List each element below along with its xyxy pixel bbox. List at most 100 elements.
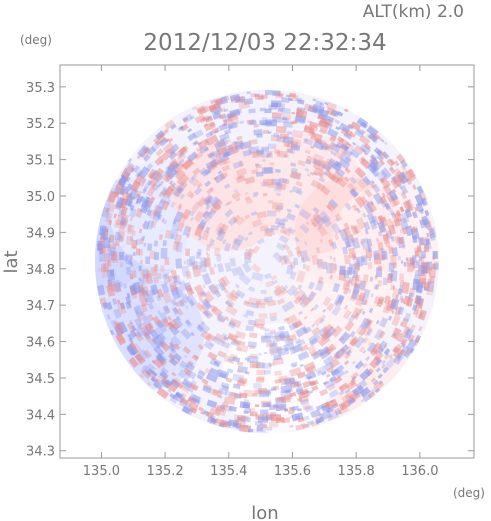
- speckle-cell: [156, 272, 162, 280]
- speckle-cell: [260, 335, 272, 343]
- speckle-cell: [395, 209, 402, 217]
- speckle-cell: [185, 270, 192, 280]
- speckle-cell: [398, 236, 404, 245]
- speckle-cell: [408, 287, 416, 297]
- speckle-cell: [141, 368, 152, 380]
- speckle-cell: [348, 314, 356, 323]
- speckle-cell: [113, 187, 121, 196]
- speckle-cell: [98, 267, 101, 272]
- speckle-cell: [222, 332, 228, 338]
- speckle-cell: [385, 356, 397, 369]
- speckle-cell: [345, 349, 352, 356]
- speckle-cell: [244, 357, 251, 361]
- speckle-cell: [248, 108, 256, 114]
- speckle-cell: [228, 292, 239, 302]
- speckle-cell: [426, 280, 435, 293]
- speckle-cell: [179, 360, 190, 371]
- speckle-cell: [304, 376, 309, 380]
- speckle-cell: [168, 182, 175, 189]
- speckle-cell: [251, 218, 263, 228]
- speckle-cell: [218, 113, 227, 120]
- y-unit-label: (deg): [20, 33, 52, 47]
- speckle-cell: [362, 239, 366, 244]
- speckle-cell: [351, 290, 359, 299]
- speckle-cell: [391, 247, 398, 257]
- speckle-cell: [209, 130, 214, 135]
- speckle-cell: [258, 388, 267, 394]
- speckle-cell: [162, 239, 167, 247]
- speckle-cell: [419, 218, 427, 229]
- speckle-cell: [115, 321, 124, 332]
- y-tick-label: 34.7: [26, 299, 55, 314]
- speckle-cell: [414, 295, 422, 305]
- speckle-cell: [379, 159, 386, 166]
- speckle-cell: [134, 193, 141, 201]
- speckle-cell: [334, 167, 346, 178]
- speckle-cell: [191, 394, 201, 403]
- speckle-cell: [120, 206, 128, 217]
- speckle-cell: [128, 188, 139, 200]
- speckle-cell: [235, 197, 241, 202]
- speckle-cell: [352, 141, 357, 146]
- speckle-cell: [283, 142, 290, 148]
- speckle-cell: [260, 409, 269, 415]
- speckle-cell: [141, 235, 146, 241]
- speckle-cell: [119, 234, 123, 239]
- speckle-cell: [194, 227, 202, 238]
- speckle-cell: [251, 150, 263, 159]
- speckle-cell: [296, 270, 306, 283]
- speckle-cell: [225, 298, 235, 308]
- speckle-cell: [315, 365, 328, 377]
- speckle-cell: [379, 195, 388, 205]
- y-tick-label: 34.3: [26, 445, 55, 460]
- speckle-cell: [146, 186, 156, 198]
- field-region: [333, 359, 439, 434]
- speckle-cell: [307, 281, 315, 290]
- speckle-cell: [309, 121, 319, 129]
- speckle-cell: [279, 226, 292, 237]
- speckle-cell: [194, 223, 205, 237]
- speckle-cell: [288, 321, 299, 331]
- speckle-cell: [270, 134, 281, 142]
- speckle-cell: [197, 369, 206, 377]
- speckle-cell: [423, 243, 430, 253]
- speckle-cell: [272, 357, 284, 366]
- speckle-cell: [416, 185, 424, 195]
- speckle-cell: [310, 145, 315, 149]
- speckle-cell: [264, 332, 274, 339]
- speckle-cell: [365, 200, 378, 214]
- speckle-cell: [255, 171, 264, 177]
- speckle-cell: [133, 304, 144, 318]
- speckle-cell: [408, 292, 414, 300]
- speckle-cell: [234, 234, 245, 247]
- speckle-cell: [169, 340, 176, 348]
- speckle-cell: [214, 247, 221, 257]
- speckle-cell: [218, 223, 229, 235]
- speckle-cell: [110, 319, 118, 328]
- speckle-cell: [245, 371, 250, 375]
- speckle-cell: [267, 233, 272, 237]
- speckle-cell: [390, 270, 398, 282]
- speckle-cell: [368, 307, 374, 314]
- speckle-cell: [256, 426, 267, 433]
- speckle-cell: [322, 404, 332, 413]
- speckle-cell: [368, 257, 371, 262]
- speckle-cell: [243, 98, 254, 105]
- speckle-cell: [325, 101, 337, 111]
- speckle-cell: [264, 328, 270, 332]
- speckle-cell: [159, 370, 169, 380]
- speckle-cell: [321, 117, 327, 123]
- speckle-cell: [201, 272, 212, 286]
- speckle-cell: [409, 347, 415, 354]
- speckle-cell: [181, 385, 191, 394]
- speckle-cell: [344, 167, 351, 174]
- speckle-cell: [372, 379, 379, 386]
- speckle-cell: [100, 263, 107, 272]
- speckle-cell: [349, 337, 358, 347]
- speckle-cell: [208, 149, 222, 161]
- speckle-cell: [348, 234, 356, 244]
- speckle-cell: [365, 248, 373, 259]
- speckle-cell: [296, 383, 302, 388]
- speckle-cell: [117, 229, 126, 242]
- speckle-cell: [204, 115, 214, 123]
